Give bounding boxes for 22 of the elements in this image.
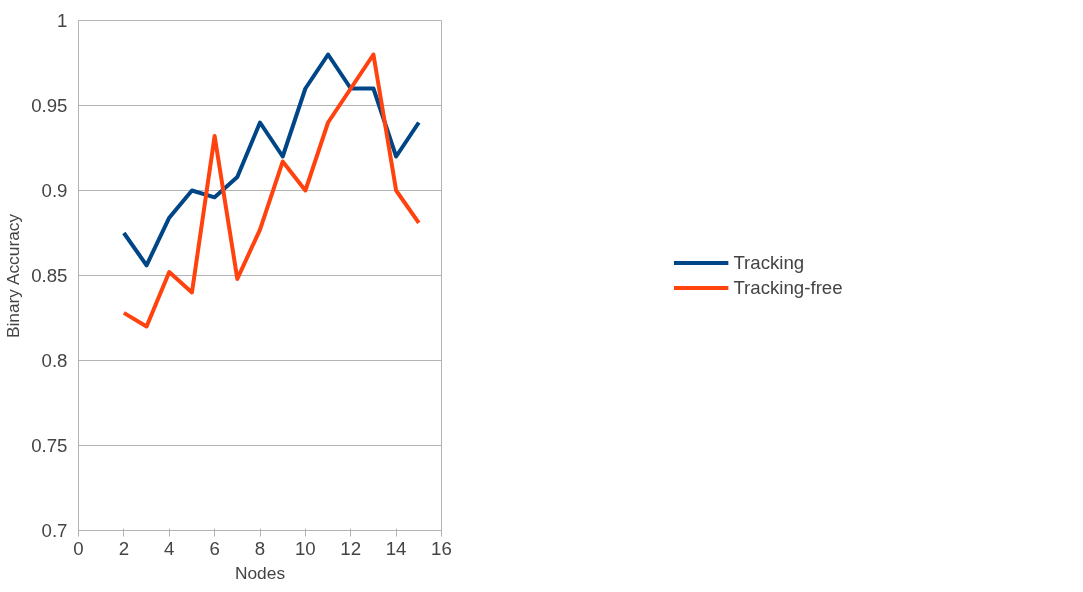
x-tick-label: 2 <box>118 537 130 559</box>
y-tick-label: 0.9 <box>41 180 68 201</box>
x-tick-label: 0 <box>73 537 84 559</box>
y-tick-label: 1 <box>57 10 68 31</box>
y-axis-title: Binary Accuracy <box>3 213 24 339</box>
y-tick-label: 0.75 <box>31 435 68 456</box>
y-tick-label: 0.95 <box>31 95 68 116</box>
y-tick-label: 0.8 <box>41 350 68 371</box>
legend-label: Tracking <box>733 251 805 274</box>
line-series <box>121 52 421 329</box>
x-tick-label: 6 <box>209 537 220 559</box>
x-tick-label: 4 <box>164 537 175 559</box>
x-tick-label: 12 <box>340 537 362 559</box>
x-tick-label: 14 <box>385 537 407 559</box>
legend-label: Tracking-free <box>733 276 843 299</box>
y-tick-label: 0.7 <box>41 520 68 541</box>
x-tick-label: 16 <box>431 537 452 559</box>
x-tick-label: 10 <box>295 537 316 559</box>
line-series <box>121 52 421 268</box>
x-tick-label: 8 <box>254 537 266 559</box>
y-tick-label: 0.85 <box>31 265 68 286</box>
x-axis-title: Nodes <box>234 562 286 583</box>
